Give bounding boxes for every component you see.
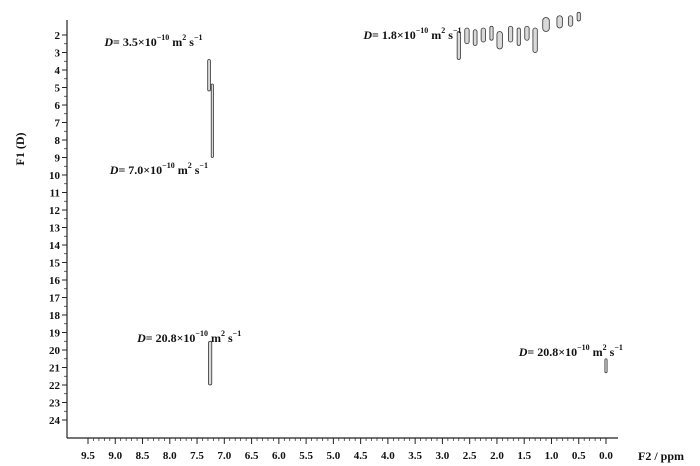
peak: [207, 59, 211, 92]
y-tick-label: 20: [49, 345, 61, 357]
x-tick-label: 2.5: [463, 450, 477, 462]
y-tick-label: 14: [49, 240, 61, 252]
x-tick-label: 0.0: [599, 450, 613, 462]
y-tick-label: 6: [55, 100, 61, 112]
y-tick-label: 4: [55, 65, 61, 77]
x-tick-label: 3.5: [408, 450, 422, 462]
x-tick-label: 7.5: [190, 450, 204, 462]
x-tick-label: 9.5: [81, 450, 95, 462]
x-tick-label: 9.0: [108, 450, 122, 462]
peak: [496, 31, 503, 50]
y-tick-label: 10: [49, 170, 61, 182]
x-tick-label: 2.0: [490, 450, 504, 462]
peak: [542, 17, 550, 32]
x-tick-label: 1.5: [517, 450, 531, 462]
y-tick-label: 2: [55, 30, 61, 42]
x-tick-label: 4.0: [381, 450, 395, 462]
y-tick-label: 24: [49, 415, 61, 427]
y-tick-label: 19: [49, 328, 61, 340]
y-tick-label: 15: [49, 258, 61, 270]
y-tick-label: 12: [49, 205, 61, 217]
y-tick-label: 7: [55, 118, 61, 130]
x-tick-label: 3.0: [436, 450, 450, 462]
y-tick-label: 16: [49, 275, 61, 287]
y-tick-label: 13: [49, 223, 61, 235]
y-tick-label: 9: [55, 153, 61, 165]
peaks: [207, 11, 608, 386]
peak: [489, 25, 494, 41]
peak: [472, 29, 478, 46]
x-tick-label: 7.0: [217, 450, 231, 462]
x-tick-label: 5.0: [326, 450, 340, 462]
x-tick-label: 6.0: [272, 450, 286, 462]
x-tick-label: 0.5: [572, 450, 586, 462]
y-tick-label: 11: [50, 188, 60, 200]
diffusion-annotation: D= 1.8×10−10 m2 s−1: [362, 26, 461, 42]
peak: [208, 340, 213, 386]
axes: 234567891011121314151617181920212223249.…: [13, 20, 684, 463]
y-tick-label: 21: [49, 363, 60, 375]
x-axis-title: F2 / ppm: [638, 449, 684, 463]
y-tick-label: 3: [55, 48, 61, 60]
peak: [524, 25, 530, 41]
x-tick-label: 6.5: [245, 450, 259, 462]
annotations: D= 3.5×10−10 m2 s−1 D= 1.8×10−10 m2 s−1 D=…: [103, 26, 623, 359]
x-tick-label: 8.5: [136, 450, 150, 462]
y-tick-label: 22: [49, 380, 61, 392]
peak: [210, 83, 214, 158]
diffusion-annotation: D= 20.8×10−10 m2 s−1: [518, 343, 623, 359]
peak: [464, 27, 470, 45]
diffusion-annotation: D= 20.8×10−10 m2 s−1: [136, 329, 241, 345]
y-tick-label: 18: [49, 310, 61, 322]
peak: [507, 25, 514, 43]
y-tick-label: 5: [55, 83, 61, 95]
y-tick-label: 8: [55, 135, 61, 147]
peak: [556, 15, 563, 29]
x-tick-label: 4.5: [354, 450, 368, 462]
x-tick-label: 8.0: [163, 450, 177, 462]
peak: [480, 27, 486, 43]
y-tick-label: 17: [49, 293, 61, 305]
peak: [516, 27, 521, 46]
peak: [532, 27, 538, 53]
peak: [604, 358, 608, 374]
y-tick-label: 23: [49, 398, 61, 410]
x-tick-label: 1.0: [545, 450, 559, 462]
diffusion-annotation: D= 3.5×10−10 m2 s−1: [103, 33, 202, 49]
peak: [456, 31, 461, 60]
peak: [567, 15, 574, 27]
peak: [576, 11, 581, 22]
diffusion-annotation: D= 7.0×10−10 m2 s−1: [109, 161, 208, 177]
x-tick-label: 5.5: [299, 450, 313, 462]
y-axis-title: F1 (D): [13, 133, 27, 166]
